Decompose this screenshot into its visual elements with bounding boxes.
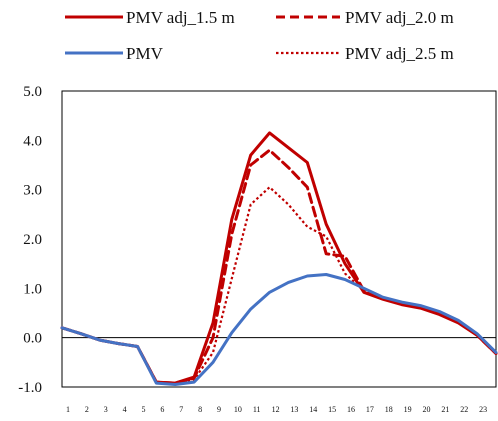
x-tick-label: 18	[385, 405, 393, 414]
series-line-pmv-adj-2-5-m	[61, 186, 497, 385]
x-tick-label: 1	[66, 405, 70, 414]
plot-area	[60, 90, 498, 388]
plot-frame	[61, 90, 497, 388]
x-tick-label: 16	[347, 405, 355, 414]
x-tick-label: 9	[217, 405, 221, 414]
y-tick-label: 4.0	[23, 133, 42, 149]
x-tick-label: 11	[253, 405, 261, 414]
x-tick-label: 10	[234, 405, 242, 414]
x-tick-label: 3	[104, 405, 108, 414]
series-line-pmv-adj-2-0-m	[60, 148, 498, 385]
y-axis-ticks: 5.0 4.0 3.0 2.0 1.0 0.0 -1.0	[18, 84, 42, 396]
x-tick-label: 15	[328, 405, 336, 414]
legend-label-pmv: PMV	[126, 44, 164, 63]
x-tick-label: 23	[479, 405, 487, 414]
series-line-pmv	[60, 273, 498, 386]
x-tick-label: 2	[85, 405, 89, 414]
y-tick-label: 0.0	[23, 331, 42, 347]
legend: PMV adj_1.5 m PMV adj_2.0 m PMV PMV adj_2.5…	[65, 8, 454, 63]
x-tick-label: 5	[141, 405, 145, 414]
x-tick-label: 14	[309, 405, 317, 414]
x-tick-label: 12	[272, 405, 280, 414]
legend-label-pmv-adj-2-5-m: PMV adj_2.5 m	[345, 44, 454, 63]
y-tick-label: 3.0	[23, 183, 42, 199]
x-tick-label: 6	[160, 405, 164, 414]
y-tick-label: 5.0	[23, 84, 42, 100]
x-tick-label: 19	[404, 405, 412, 414]
x-tick-label: 20	[423, 405, 431, 414]
legend-label-pmv-adj-1-5-m: PMV adj_1.5 m	[126, 8, 235, 27]
x-tick-label: 22	[460, 405, 468, 414]
legend-label-pmv-adj-2-0-m: PMV adj_2.0 m	[345, 8, 454, 27]
x-tick-label: 8	[198, 405, 202, 414]
y-tick-label: -1.0	[18, 380, 42, 396]
x-tick-label: 4	[123, 405, 127, 414]
x-tick-label: 17	[366, 405, 374, 414]
x-tick-label: 7	[179, 405, 183, 414]
y-tick-label: 2.0	[23, 232, 42, 248]
x-tick-label: 21	[441, 405, 449, 414]
y-tick-label: 1.0	[23, 281, 42, 297]
x-tick-label: 13	[290, 405, 298, 414]
x-axis-ticks: 123456789101112131415161718192021222324	[66, 405, 487, 414]
